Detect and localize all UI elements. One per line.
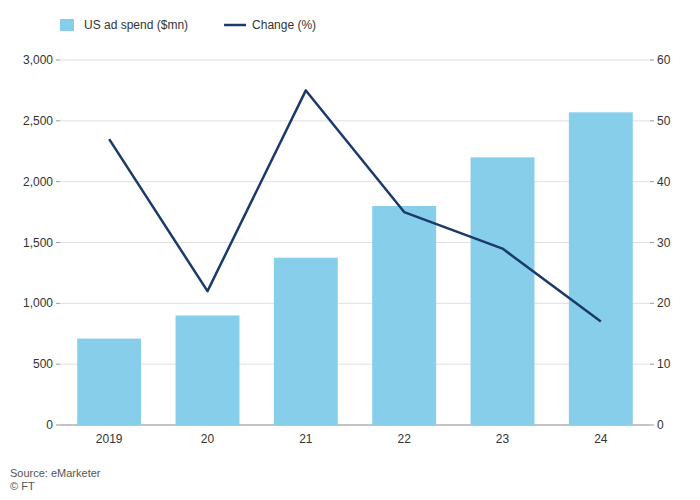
legend-swatch: [224, 24, 246, 27]
annotation-line: Source: eMarketer: [10, 467, 101, 479]
legend-label: US ad spend ($mn): [84, 18, 188, 32]
y-tick-label: 0: [46, 418, 53, 432]
x-tick-label: 23: [496, 432, 510, 446]
annotation: Source: eMarketer© FT: [10, 467, 101, 492]
y-tick: [56, 120, 60, 121]
y2-tick: [650, 303, 654, 304]
x-axis-line: [60, 425, 650, 426]
x-tick-label: 24: [594, 432, 608, 446]
legend-swatch: [60, 19, 74, 31]
y-tick: [56, 425, 60, 426]
line: [109, 90, 601, 321]
y-tick-label: 2,500: [23, 114, 53, 128]
grid-line: [60, 364, 650, 365]
y2-tick-label: 20: [657, 296, 671, 310]
legend-label: Change (%): [252, 18, 316, 32]
y2-tick-label: 60: [657, 53, 671, 67]
y2-tick: [650, 364, 654, 365]
y2-tick: [650, 242, 654, 243]
y-tick-label: 2,000: [23, 175, 53, 189]
bar: [372, 206, 436, 425]
bar: [569, 112, 633, 425]
y2-tick-label: 40: [657, 175, 671, 189]
y2-tick-label: 50: [657, 114, 671, 128]
y-tick: [56, 60, 60, 61]
y2-tick-label: 30: [657, 236, 671, 250]
y-tick-label: 500: [33, 357, 53, 371]
bar: [274, 258, 338, 425]
x-tick-label: 21: [299, 432, 313, 446]
y2-tick: [650, 60, 654, 61]
background: [0, 0, 700, 500]
y-tick-label: 1,000: [23, 296, 53, 310]
y2-tick: [650, 120, 654, 121]
y-tick: [56, 242, 60, 243]
grid-line: [60, 303, 650, 304]
grid-line: [60, 60, 650, 61]
marks: [77, 90, 633, 425]
y2-tick-label: 10: [657, 357, 671, 371]
y-tick: [56, 364, 60, 365]
grid-line: [60, 425, 650, 426]
grid-line: [60, 242, 650, 243]
grid-line: [60, 120, 650, 121]
axes: 0 500 1,000 1,500 2,000 2,500 3,000 0 10 20 30 40 50…: [23, 53, 671, 446]
y-tick: [56, 181, 60, 182]
bar: [471, 157, 535, 425]
bar: [77, 339, 141, 425]
grid-line: [60, 181, 650, 182]
bar: [176, 316, 240, 426]
y2-tick: [650, 425, 654, 426]
legend: US ad spend ($mn) Change (%): [60, 18, 316, 32]
y-tick: [56, 303, 60, 304]
y-tick-label: 3,000: [23, 53, 53, 67]
y2-tick: [650, 181, 654, 182]
y2-tick-label: 0: [657, 418, 664, 432]
x-tick-label: 22: [397, 432, 411, 446]
x-tick-label: 2019: [96, 432, 123, 446]
annotation-line: © FT: [10, 480, 35, 492]
chart: 0 500 1,000 1,500 2,000 2,500 3,000 0 10 20 30 40 50…: [0, 0, 700, 500]
x-tick-label: 20: [201, 432, 215, 446]
grid: [60, 60, 650, 425]
y-tick-label: 1,500: [23, 236, 53, 250]
